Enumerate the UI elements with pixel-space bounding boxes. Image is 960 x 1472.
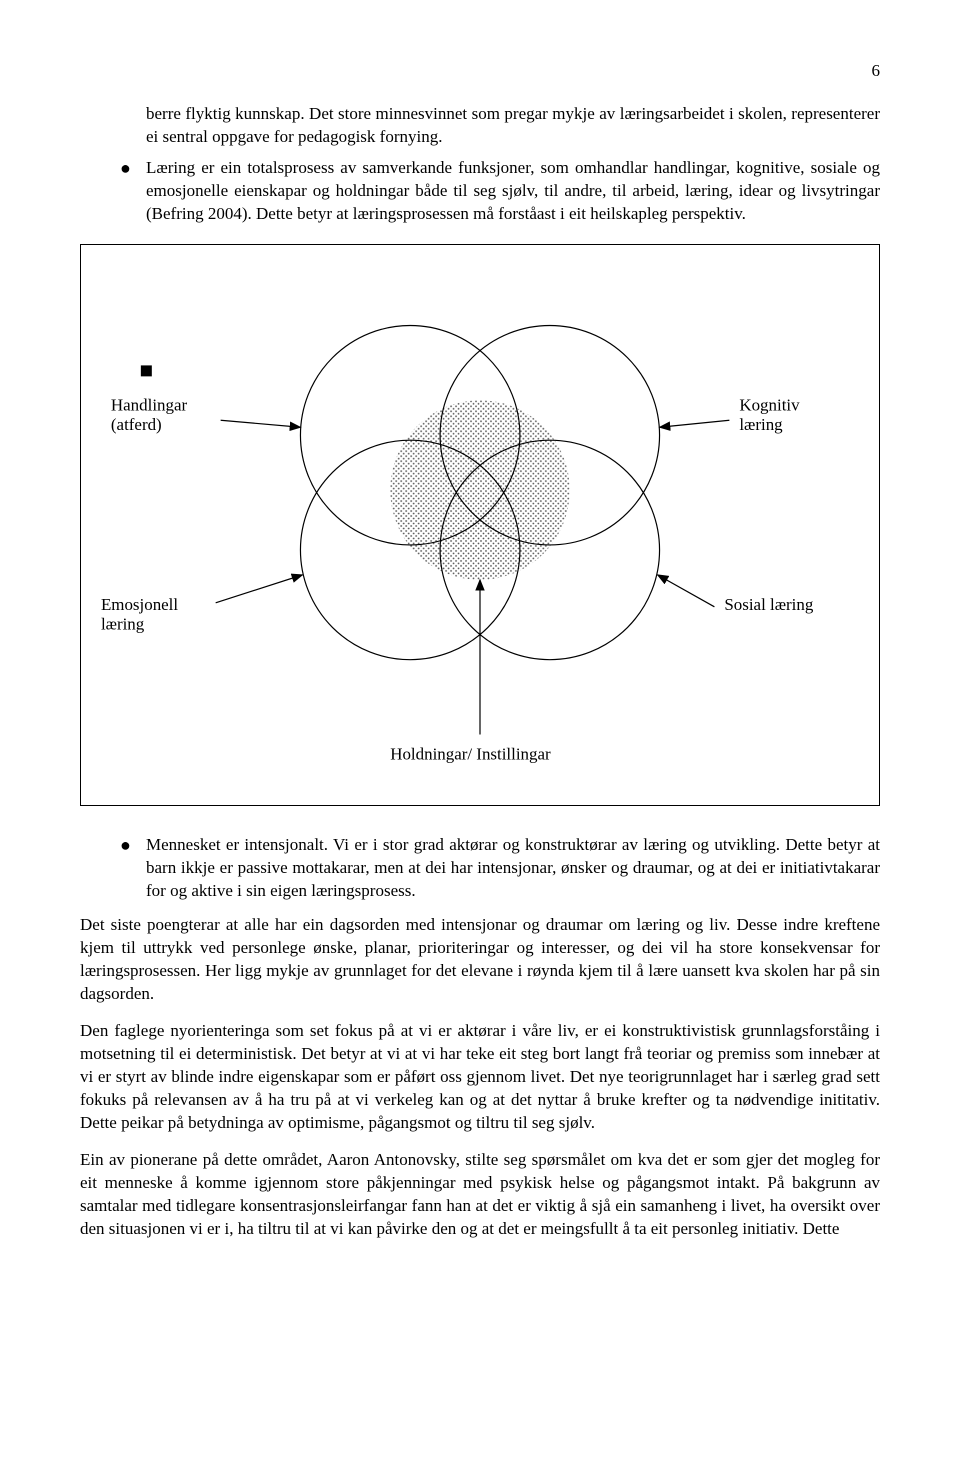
arrow-emosjonell (216, 575, 303, 603)
venn-svg: Handlingar (atferd) Kognitiv læring Emos… (81, 245, 879, 805)
bullet-text: Læring er ein totalsprosess av samverkan… (146, 157, 880, 226)
arrow-kognitiv (660, 420, 730, 427)
bullet-dot-icon: ● (120, 157, 146, 226)
bullet-dot-icon: ● (120, 834, 146, 903)
label-emosjonell: Emosjonell læring (101, 594, 182, 633)
label-holdningar: Holdningar/ Instillingar (390, 744, 551, 763)
bullet-text: Mennesket er intensjonalt. Vi er i stor … (146, 834, 880, 903)
paragraph: Ein av pionerane på dette området, Aaron… (80, 1149, 880, 1241)
bullet-item: berre flyktig kunnskap. Det store minnes… (120, 103, 880, 149)
square-marker (141, 365, 152, 376)
bullet-text: berre flyktig kunnskap. Det store minnes… (146, 103, 880, 149)
page-number: 6 (80, 60, 880, 83)
label-kognitiv: Kognitiv læring (739, 395, 803, 434)
label-handlingar: Handlingar (atferd) (111, 395, 191, 434)
top-bullet-list: berre flyktig kunnskap. Det store minnes… (120, 103, 880, 226)
arrow-sosial (658, 575, 715, 607)
arrow-handlingar (221, 420, 301, 427)
bullet-item: ● Læring er ein totalsprosess av samverk… (120, 157, 880, 226)
label-sosial: Sosial læring (724, 594, 813, 613)
bottom-bullet-list: ● Mennesket er intensjonalt. Vi er i sto… (120, 834, 880, 903)
venn-center-shade (390, 400, 570, 580)
venn-diagram: Handlingar (atferd) Kognitiv læring Emos… (80, 244, 880, 806)
bullet-continuation (120, 103, 146, 149)
paragraph: Den faglege nyorienteringa som set fokus… (80, 1020, 880, 1135)
paragraph: Det siste poengterar at alle har ein dag… (80, 914, 880, 1006)
bullet-item: ● Mennesket er intensjonalt. Vi er i sto… (120, 834, 880, 903)
